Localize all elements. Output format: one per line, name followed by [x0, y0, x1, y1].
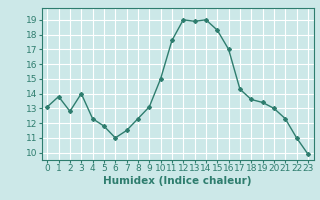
X-axis label: Humidex (Indice chaleur): Humidex (Indice chaleur)	[103, 176, 252, 186]
